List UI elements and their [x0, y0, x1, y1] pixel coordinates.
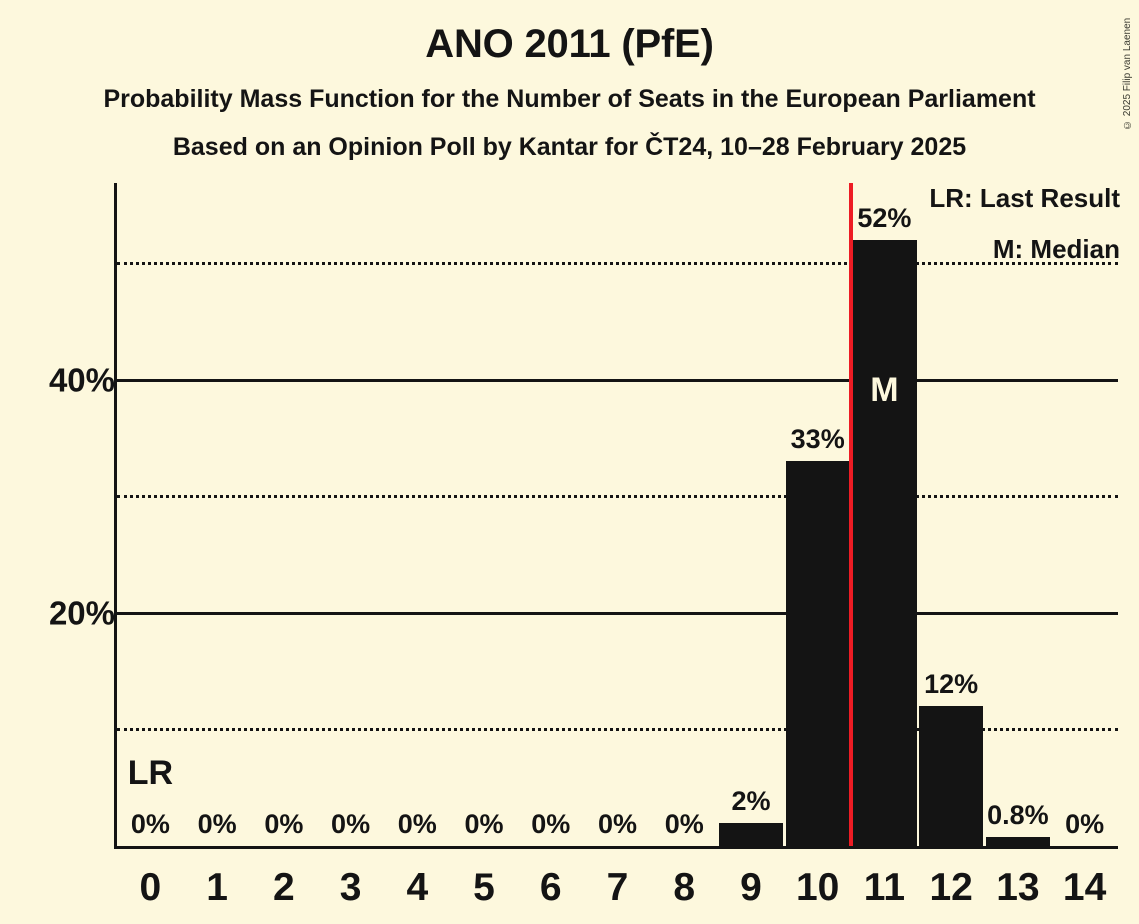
plot-area: 0% LR 0% 0% 0% 0% 0% 0% 0% 0% 2% 33% 52% M 12% 0.8% 0%	[114, 183, 1118, 849]
chart-source-line: Based on an Opinion Poll by Kantar for Č…	[172, 133, 967, 161]
bar-value-label-8: 0%	[664, 809, 704, 839]
y-axis-label-40pct: 40%	[48, 361, 115, 399]
x-axis-label-6: 6	[539, 866, 562, 909]
bar-value-label-0: 0%	[130, 809, 170, 839]
x-axis-label-1: 1	[206, 866, 228, 909]
y-axis-line	[114, 183, 117, 846]
x-axis-label-8: 8	[673, 866, 696, 909]
bar-10-seats	[785, 461, 850, 846]
median-marker: M	[870, 371, 899, 410]
x-axis-label-0: 0	[139, 866, 162, 909]
bar-value-label-10: 33%	[790, 424, 845, 455]
x-axis-label-10: 10	[795, 866, 840, 909]
bar-value-label-6: 0%	[531, 809, 571, 839]
bar-value-label-12: 12%	[924, 669, 979, 700]
x-axis-label-12: 12	[929, 866, 973, 909]
bar-value-label-2: 0%	[264, 809, 304, 839]
x-axis-label-14: 14	[1062, 866, 1107, 909]
bar-value-label-9: 2%	[731, 785, 771, 816]
x-axis-label-3: 3	[339, 866, 362, 909]
x-axis-label-11: 11	[863, 866, 906, 909]
gridline-50pct	[117, 262, 1118, 266]
bar-value-label-11: 52%	[857, 203, 912, 234]
gridline-40pct	[117, 378, 1118, 382]
legend-entry-last-result: LR: Last Result	[929, 183, 1120, 213]
x-axis-label-2: 2	[272, 866, 295, 909]
bar-9-seats	[718, 822, 784, 846]
page-title: ANO 2011 (PfE)	[425, 22, 714, 66]
gridline-20pct	[117, 611, 1118, 615]
x-axis-label-13: 13	[996, 866, 1040, 909]
bar-value-label-14: 0%	[1065, 809, 1105, 839]
median-line-marker	[849, 183, 854, 846]
chart-header: ANO 2011 (PfE) Probability Mass Function…	[0, 0, 1139, 160]
legend: LR: Last Result M: Median	[929, 185, 1120, 262]
x-axis-label-7: 7	[606, 866, 629, 909]
x-axis-line	[114, 846, 1118, 849]
gridline-10pct	[117, 728, 1118, 732]
bar-12-seats	[919, 706, 984, 846]
bar-13-seats	[985, 836, 1050, 846]
last-result-marker: LR	[127, 754, 174, 792]
bar-11-seats	[852, 240, 917, 846]
x-axis-label-4: 4	[406, 866, 429, 909]
y-axis-label-20pct: 20%	[48, 594, 115, 632]
x-axis-label-5: 5	[473, 866, 495, 909]
bar-value-label-7: 0%	[597, 809, 638, 839]
gridline-30pct	[117, 495, 1118, 499]
legend-entry-median: M: Median	[992, 234, 1120, 264]
x-axis-label-9: 9	[740, 866, 762, 909]
chart-subtitle: Probability Mass Function for the Number…	[103, 85, 1036, 113]
bar-value-label-1: 0%	[197, 809, 237, 839]
bar-value-label-5: 0%	[464, 809, 504, 839]
bar-value-label-13: 0.8%	[987, 799, 1049, 830]
bar-value-label-4: 0%	[397, 809, 437, 839]
bar-value-label-3: 0%	[331, 809, 371, 839]
copyright-notice: © 2025 Filip van Laenen	[1122, 17, 1133, 130]
